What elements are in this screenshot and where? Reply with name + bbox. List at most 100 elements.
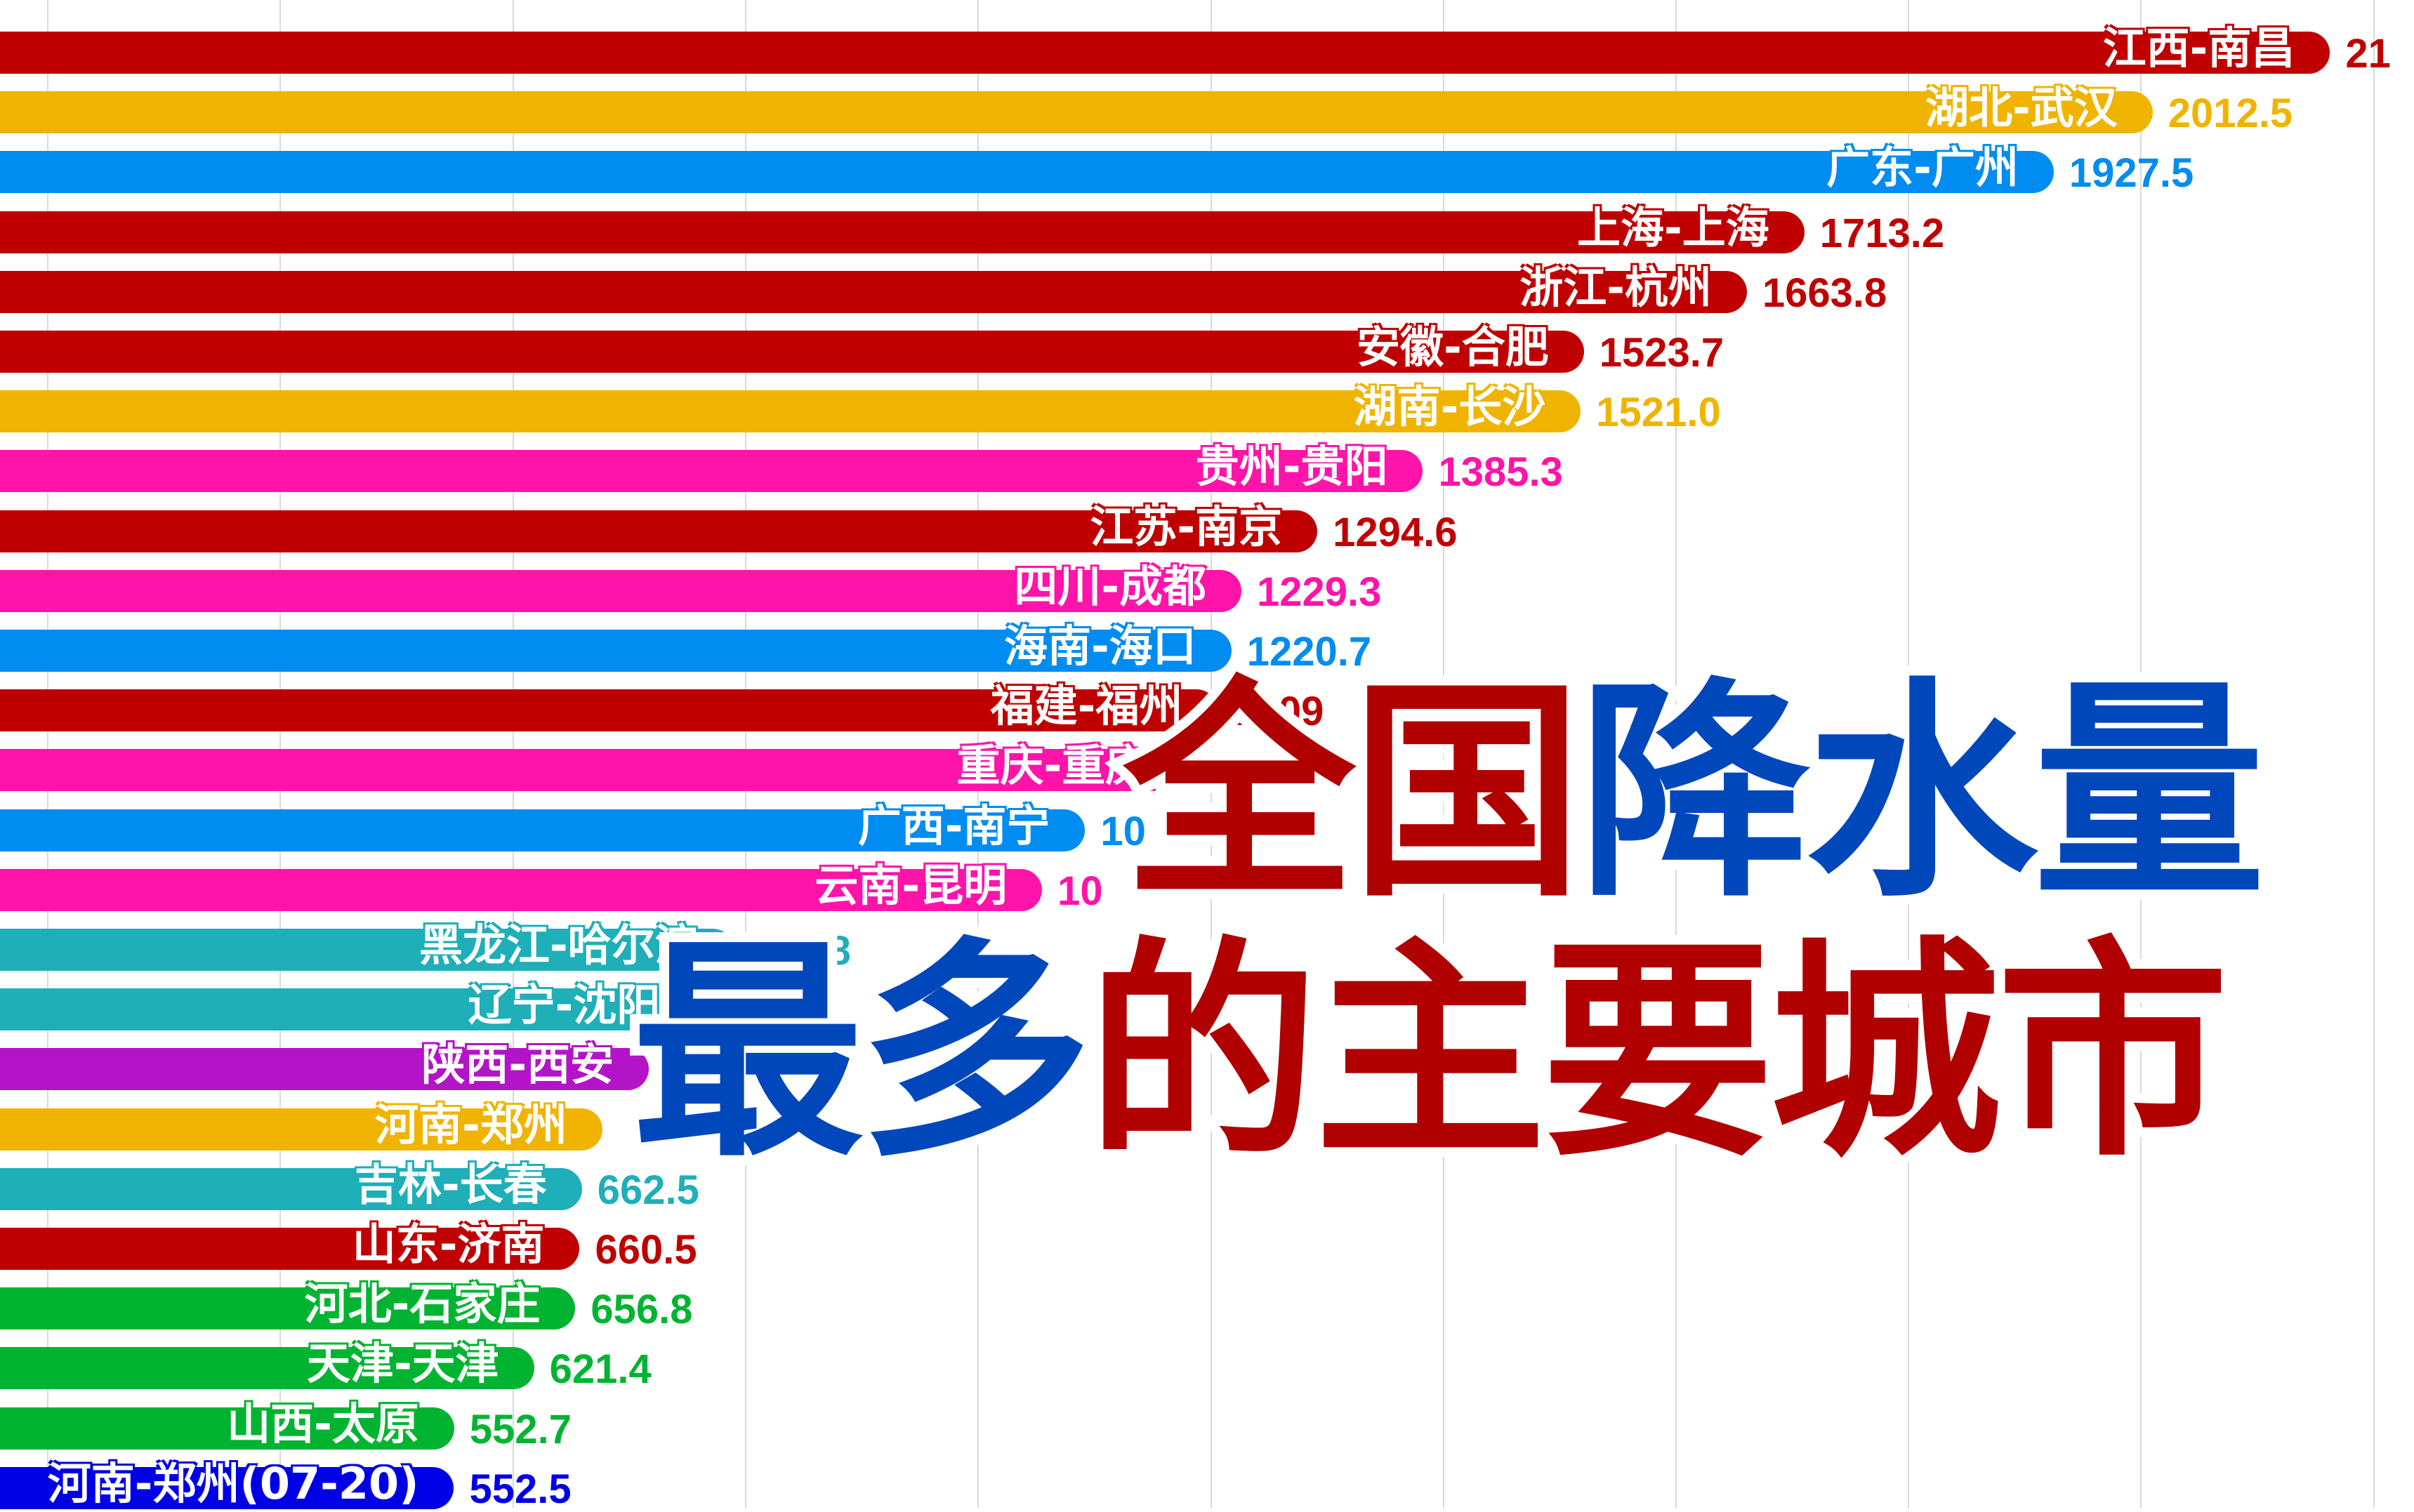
bar-category-label: 广东-广州 [1826,142,2019,194]
bar [0,988,696,1031]
bar-value-label: 1220.7 [1246,629,1372,675]
bar-row: 山西-太原 552.7 [0,1398,2414,1452]
bar-category-label: 海南-海口 [1003,621,1196,672]
bar-value-label: 1927.5 [2069,150,2194,197]
bar-row: 福建-福州 1209 [0,681,2414,735]
bar-category-label: 黑龙江-哈尔滨 [418,920,699,971]
bar [0,809,1086,851]
bar-value-label: 1209 [1233,689,1324,735]
bar [0,331,1584,373]
bar-row: 河南-郑州(07-20) 552.5 [0,1458,2414,1512]
bar-row: 陕西-西安 [0,1040,2414,1091]
bar-category-label: 山西-太原 [227,1398,419,1450]
bar-category-label: 天津-天津 [306,1338,499,1390]
bar [0,211,1805,253]
bar [0,1407,454,1450]
bar-category-label: 山东-济南 [352,1219,545,1270]
bar [0,151,2054,194]
bar-row: 山东-济南 660.5 [0,1219,2414,1273]
bar-value-label: 1521.0 [1596,390,1721,436]
bar [0,749,1185,792]
bar-category-label: 河南-郑州 [375,1099,567,1150]
bar [0,1167,582,1210]
bar-value-label: 1229.3 [1256,569,1382,615]
bar-category-label: 江西-南昌 [2102,22,2295,74]
bar-category-label: 安徽-合肥 [1357,321,1549,373]
bar-row: 贵州-贵阳 1385.3 [0,442,2414,496]
bar-value-label: 662.5 [597,1167,699,1213]
bar-row: 江苏-南京 1294.6 [0,501,2414,555]
bar-value-label: 21 [2345,31,2391,77]
gridline [1211,0,1212,1508]
bar-value-label: 1523.7 [1599,330,1724,376]
bar-category-label: 贵州-贵阳 [1195,441,1388,493]
bar-category-label: 四川-成都 [1014,560,1206,612]
bar-category-label: 吉林-长春 [355,1158,547,1210]
bar-value-label: 10 [1057,868,1103,914]
bar [0,1228,580,1270]
bar-row: 黑龙江-哈尔滨 792.8 [0,920,2414,974]
bar-category-label: 重庆-重庆 [956,740,1149,792]
bar-row: 海南-海口 1220.7 [0,621,2414,675]
bar [0,1466,454,1509]
bar-value-label: 1385.3 [1438,449,1563,496]
bar-value-label: 656.8 [591,1287,693,1333]
bar-value-label: 621.4 [549,1346,652,1393]
bar-value-label: 660.5 [595,1227,697,1273]
bar [0,1287,576,1330]
bar [0,390,1581,433]
bar-category-label: 广西-南宁 [857,800,1050,851]
bar [0,1108,602,1150]
bar [0,929,734,971]
bar [0,569,1241,612]
bar [0,1048,649,1091]
bar [0,868,1043,911]
bar [0,270,1747,313]
bar [0,1347,534,1390]
bar-row: 广东-广州 1927.5 [0,142,2414,197]
bar-row: 河南-郑州 [0,1099,2414,1150]
gridline [1443,0,1444,1508]
bar-value-label: 1294.6 [1333,509,1458,555]
bar-category-label: 上海-上海 [1577,201,1769,253]
bar-category-label: 河南-郑州(07-20) [47,1457,419,1509]
bar-value-label: 10 [1100,808,1146,854]
bar-value-label: 552.7 [469,1406,572,1452]
bar-row: 四川-成都 1229.3 [0,561,2414,615]
bar-value-label: 792.8 [748,928,851,974]
bar [0,510,1318,552]
bar-category-label: 浙江-杭州 [1519,261,1712,313]
bar-value-label: 1663.8 [1762,270,1887,316]
bar [0,450,1423,493]
bar-row: 安徽-合肥 1523.7 [0,322,2414,376]
bar-row: 重庆-重庆 [0,741,2414,792]
bar-category-label: 湖北-武汉 [1925,82,2118,134]
bar-row: 吉林-长春 662.5 [0,1159,2414,1213]
bar-category-label: 福建-福州 [990,680,1183,732]
bar-value-label: 552.5 [469,1466,572,1512]
bar-row: 云南-昆明 10 [0,860,2414,914]
gridline [2373,0,2375,1508]
bar-row: 湖北-武汉 2012.5 [0,83,2414,137]
bar-category-label: 河北-石家庄 [304,1278,541,1330]
bar-category-label: 湖南-长沙 [1353,381,1546,433]
bar-row: 辽宁-沈阳 [0,980,2414,1031]
gridline [1675,0,1677,1508]
bar-value-label: 2012.5 [2168,91,2293,137]
bar-category-label: 云南-昆明 [814,859,1008,911]
bar-row: 江西-南昌 21 [0,23,2414,77]
bar [0,32,2330,74]
bar [0,91,2153,134]
bar [0,630,1232,672]
bar [0,689,1218,732]
bar-row: 河北-石家庄 656.8 [0,1279,2414,1333]
bar-category-label: 陕西-西安 [421,1039,614,1091]
bar-row: 上海-上海 1713.2 [0,202,2414,256]
bar-value-label: 1713.2 [1819,210,1945,256]
bar-category-label: 江苏-南京 [1090,500,1283,552]
bar-category-label: 辽宁-沈阳 [468,979,661,1031]
bar-row: 天津-天津 621.4 [0,1339,2414,1393]
gridline [1908,0,1909,1508]
bar-row: 广西-南宁 10 [0,800,2414,854]
